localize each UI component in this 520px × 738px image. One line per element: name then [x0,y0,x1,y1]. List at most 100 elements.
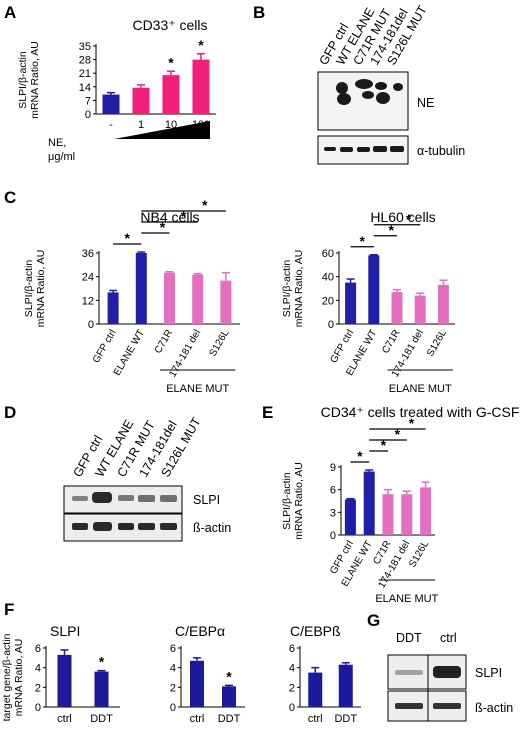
blot-b-ne-bands [336,79,403,105]
x-tick-label: C71R [153,328,175,356]
significance-star: * [168,54,174,70]
bar [162,75,180,114]
y-tick-label: 0 [88,319,94,331]
group-label: ELANE MUT [166,383,229,395]
bar [368,255,380,324]
blot-g-lane-2: ctrl [440,631,457,645]
bar [192,59,210,114]
bar [420,487,432,535]
y-tick-label: 2 [289,682,295,694]
x-tick-label: S126L [208,328,232,359]
chart-title: C/EBPß [290,623,341,639]
chart-panel-c-hl60: HL60 cells 0 20 40 60 SLPI/β-actin mRNA Ratio,… [281,209,455,395]
dose-axis-unit: μg/ml [48,151,75,163]
bar [345,282,357,324]
y-axis-label: SLPI/β-actin [281,260,293,318]
y-tick-label: 4 [170,663,176,675]
y-tick-label: 20 [322,295,334,307]
significance-star: * [226,668,232,684]
bar [132,87,150,114]
bar [391,292,403,324]
significance-star: * [357,448,363,464]
y-tick-label: 0 [330,530,336,542]
bar [382,494,394,535]
chart-panel-c-nb4: NB4 cells 0 12 24 36 SLPI/β-actin mRNA Ratio, … [23,197,240,395]
x-tick-label: S126L [407,539,431,570]
blot-d-band-label-1: SLPI [193,493,220,507]
blot-b-band-label-2: α-tubulin [417,144,465,158]
y-tick-label: 6 [289,643,295,655]
bar [107,292,119,324]
y-axis-label: SLPI/β-actin [17,51,29,109]
y-tick-label: 3 [330,507,336,519]
significance-star: * [202,197,208,213]
significance-star: * [409,415,415,431]
bar [401,494,413,535]
y-tick-label: 0 [35,702,41,714]
chart-title: CD33⁺ cells [132,17,207,33]
x-tick-label: 1 [138,119,144,131]
x-tick-label: ctrl [57,713,72,725]
bar [190,660,204,707]
y-axis-label: mRNA Ratio, AU [29,41,41,119]
y-tick-label: 14 [79,82,91,94]
blot-g-band-label-1: SLPI [475,666,502,680]
y-axis-label: mRNA Ratio, AU [13,639,25,717]
bar [135,253,147,324]
y-tick-label: 9 [330,462,336,474]
y-tick-label: 24 [82,272,94,284]
panel-label-f: F [4,600,14,619]
bar [164,272,175,324]
y-tick-label: 0 [328,319,334,331]
x-tick-label: C71R [380,328,402,356]
x-tick-label: DDT [218,713,241,725]
chart-panel-f-cebpb: C/EBPß 0 2 4 6 ctrl DDT [289,623,361,725]
y-tick-label: 0 [170,702,176,714]
panel-label-a: A [4,3,16,22]
significance-star: * [406,211,412,227]
significance-star: * [198,37,204,53]
y-axis-label: mRNA Ratio, AU [293,462,305,540]
y-tick-label: 40 [322,272,334,284]
dose-label-group: NE, μg/ml [48,137,75,163]
group-label: ELANE MUT [389,383,452,395]
y-axis-label: mRNA Ratio, AU [35,250,47,328]
chart-title: HL60 cells [370,209,435,225]
significance-star: * [124,230,130,246]
blot-b-band-label-1: NE [417,96,434,110]
panel-label-e: E [262,403,273,422]
x-tick-label: GFP ctrl [91,328,119,365]
blot-g: DDT ctrl SLPI ß-actin [387,631,513,722]
significance-star: * [381,437,387,453]
chart-panel-f-cebpa: C/EBPα 0 2 4 6 ctrl * DDT [170,623,245,725]
bar [220,280,232,324]
y-axis-label: SLPI/β-actin [281,472,293,530]
bar [102,94,120,114]
significance-star: * [359,233,365,249]
chart-title: SLPI [50,623,80,639]
bar [94,671,109,707]
dose-gradient-triangle [114,121,210,139]
panel-label-d: D [4,403,16,422]
y-tick-label: 4 [35,663,41,675]
x-tick-label: S126L [425,328,449,359]
y-tick-label: 12 [82,295,94,307]
bar [222,686,236,707]
blot-g-band-label-2: ß-actin [475,701,513,715]
bar [338,664,353,707]
panel-label-g: G [367,611,380,630]
y-tick-label: 28 [79,55,91,67]
y-tick-label: 0 [85,109,91,121]
bar [437,284,449,324]
y-tick-label: 2 [35,682,41,694]
y-tick-label: 35 [79,41,91,53]
y-axis-label: target gene/β-actin [1,633,13,721]
bar [192,274,204,324]
y-tick-label: 2 [170,682,176,694]
chart-panel-e: CD34⁺ cells treated with G-CSF 0 3 6 9 SLPI/β… [281,404,519,605]
x-tick-label: ctrl [190,713,205,725]
y-tick-label: 21 [79,68,91,80]
